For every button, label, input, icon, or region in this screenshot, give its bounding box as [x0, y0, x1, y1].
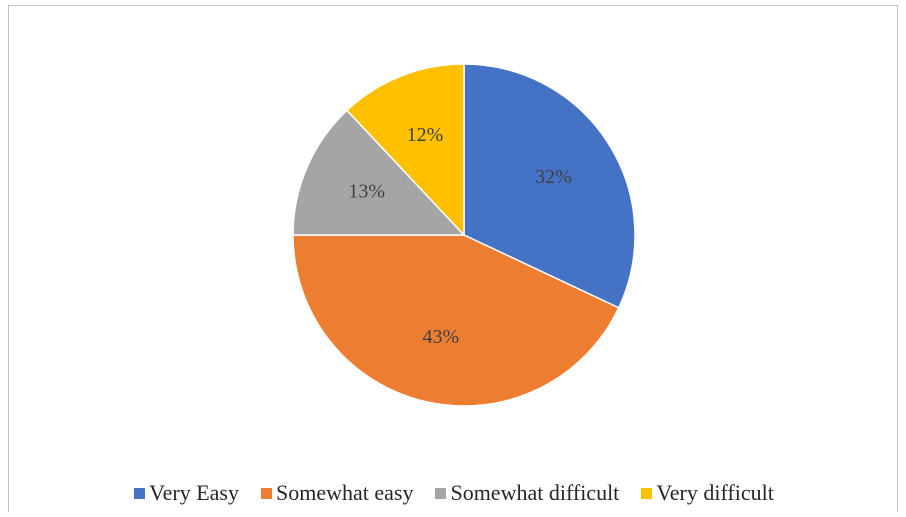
data-label-very-easy: 32% — [535, 166, 572, 188]
data-label-somewhat-difficult: 13% — [348, 180, 385, 202]
pie-slice-somewhat-easy — [292, 234, 620, 407]
legend-label-somewhat-difficult: Somewhat difficult — [450, 480, 620, 505]
legend-item-very-difficult: Very difficult — [641, 480, 774, 506]
pie-slice-very-difficult — [345, 63, 465, 237]
legend-item-very-easy: Very Easy — [134, 480, 239, 506]
legend-swatch-very-difficult — [641, 487, 653, 499]
legend-swatch-somewhat-difficult — [435, 487, 447, 499]
pie-slice-very-easy — [463, 63, 636, 309]
legend-item-somewhat-easy: Somewhat easy — [260, 480, 414, 506]
legend: Very Easy Somewhat easy Somewhat difficu… — [9, 480, 899, 506]
pie-chart: 32% 43% 13% 12% — [292, 63, 636, 407]
data-label-very-difficult: 12% — [407, 124, 444, 146]
legend-swatch-somewhat-easy — [260, 487, 272, 499]
chart-frame: 32% 43% 13% 12% Very Easy Somewhat easy Som… — [8, 5, 898, 512]
legend-label-somewhat-easy: Somewhat easy — [275, 480, 414, 505]
legend-swatch-very-easy — [134, 487, 146, 499]
legend-label-very-difficult: Very difficult — [656, 480, 774, 505]
pie-slice-somewhat-difficult — [292, 109, 466, 236]
data-label-somewhat-easy: 43% — [423, 326, 460, 348]
legend-item-somewhat-difficult: Somewhat difficult — [435, 480, 619, 506]
legend-label-very-easy: Very Easy — [149, 480, 239, 505]
